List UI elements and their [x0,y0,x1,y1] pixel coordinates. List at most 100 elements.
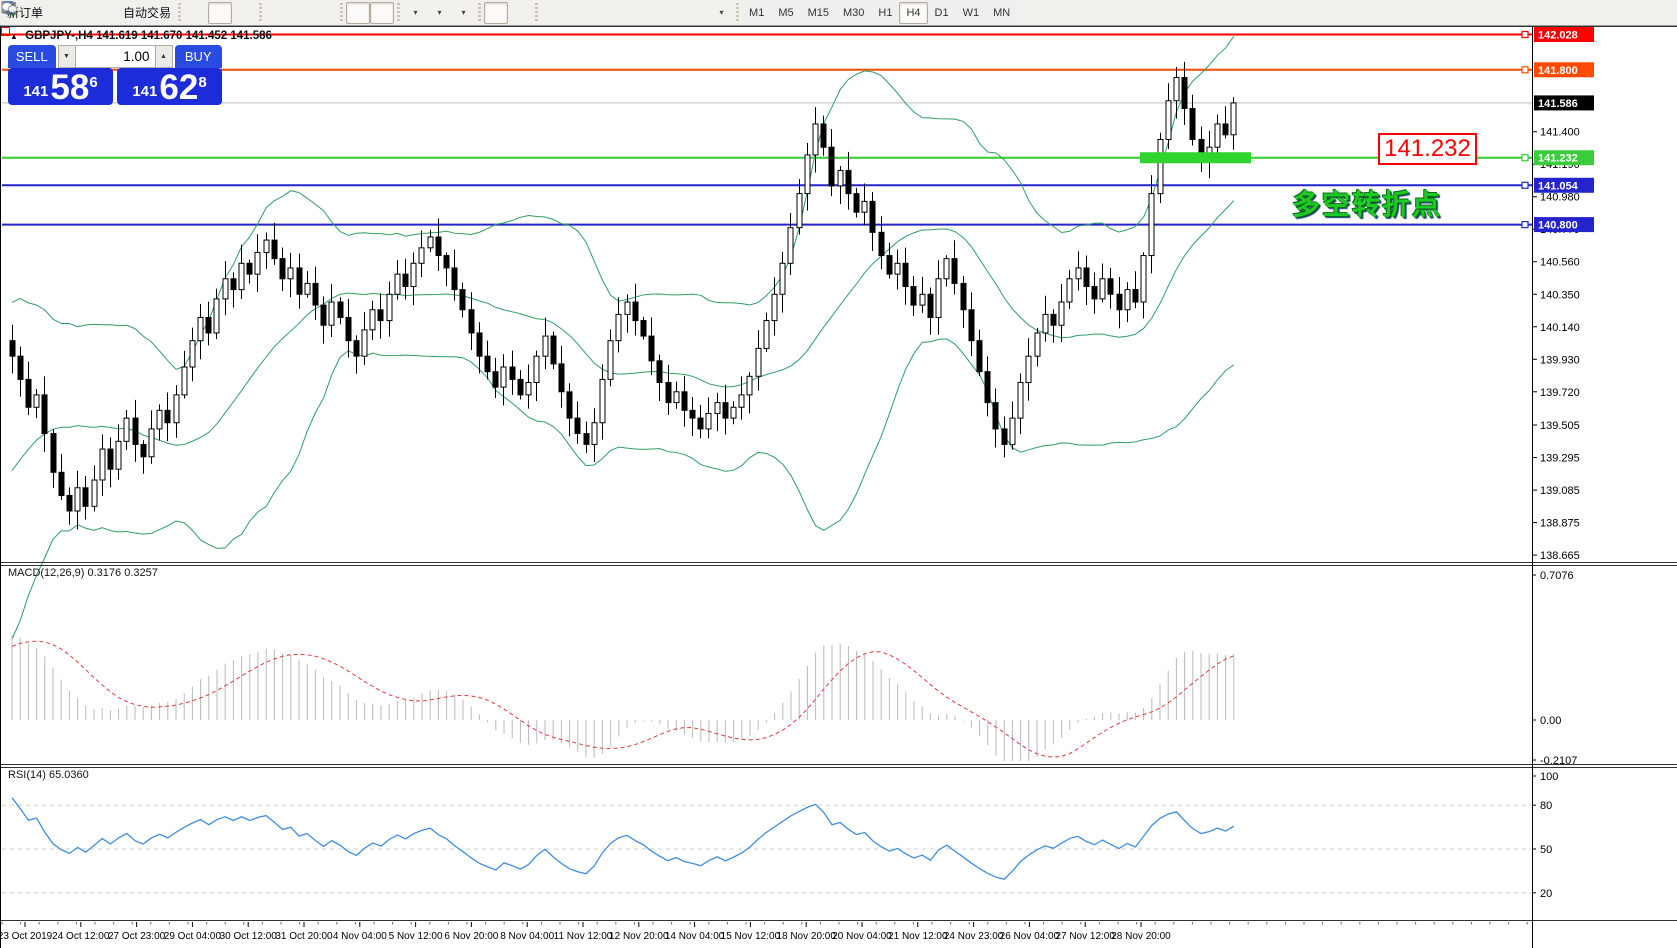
macd-indicator-label: MACD(12,26,9) 0.3176 0.3257 [8,567,158,579]
sell-price-button[interactable]: 141 58 6 [8,68,113,105]
price-level-label: 141.232 [1538,153,1578,165]
timeframe-w1-button[interactable]: W1 [955,1,987,24]
time-axis-label: 5 Nov 12:00 [389,931,443,942]
bollinger-middle [11,200,1235,472]
rsi-axis-label: 20 [1540,888,1552,900]
chat-icon [1,2,18,14]
price-level-label-bg [1534,95,1594,111]
volume-stepper: ▼ ▲ [57,45,173,68]
rsi-axis-label: 80 [1540,800,1552,812]
sell-price-pip: 6 [89,74,98,91]
line-anchor-marker [1521,154,1529,162]
rsi-axis[interactable]: 100 80 50 20 [1532,771,1558,900]
buy-price-prefix: 141 [132,83,158,100]
volume-input[interactable] [75,45,155,68]
time-axis-label: 8 Nov 04:00 [500,931,554,942]
time-axis-label: 20 Nov 04:00 [832,931,892,942]
buy-price-big: 62 [159,68,199,107]
dropdown-caret-icon: ▾ [437,8,442,17]
symbol-period-label: GBPJPY-,H4 [25,30,93,42]
time-axis-label: 12 Nov 20:00 [609,931,669,942]
ohlc-values: 141.619 141.670 141.452 141.586 [96,30,272,42]
chart-shift-button[interactable] [2,1,395,24]
time-axis-label: 27 Nov 12:00 [1055,931,1115,942]
volume-decrease-icon: ▼ [63,53,70,60]
chat-button[interactable] [1,2,1669,24]
rsi-axis-label: 100 [1540,771,1558,783]
time-axis-label: 27 Oct 23:00 [108,931,166,942]
line-anchor-marker [1521,181,1529,189]
collapse-icon[interactable]: ▲ [10,32,18,41]
macd-axis-label: 0.7076 [1540,570,1574,582]
line-end-markers [1521,30,1529,229]
cn-annotation-text[interactable]: 多空转折点 [1292,189,1443,220]
price-level-label: 140.800 [1538,220,1578,232]
buy-price-pip: 8 [198,74,207,91]
toolbar-separator [478,2,482,23]
time-axis-label: 24 Oct 12:00 [52,931,110,942]
price-level-label-bg [1534,150,1594,166]
timeframe-h4-button[interactable]: H4 [899,1,928,24]
timeframe-m1-button[interactable]: M1 [742,1,772,24]
time-axis-label: 15 Nov 12:00 [721,931,781,942]
toolbar-separator [397,2,401,23]
sell-price-prefix: 141 [23,83,49,100]
sell-button[interactable]: SELL [8,45,56,68]
line-anchor-marker [1521,66,1529,74]
timeframe-mn-button[interactable]: MN [986,1,1018,24]
price-tick-label: 138.665 [1540,550,1580,562]
panel-frames [0,26,1677,948]
horizontal-level-lines[interactable] [2,33,1532,226]
price-level-label-bg [1534,62,1594,78]
volume-decrease-button[interactable]: ▼ [57,45,76,68]
timeframe-d1-button[interactable]: D1 [927,1,956,24]
timeframe-h1-button[interactable]: H1 [871,1,900,24]
buy-price-button[interactable]: 141 62 8 [117,68,222,105]
price-level-label-bg [1534,177,1594,193]
price-tick-label: 139.505 [1540,420,1580,432]
main-chart-area[interactable] [2,28,1532,562]
macd-panel-area[interactable] [2,566,1532,763]
price-axis[interactable]: 141.400141.190140.980140.770140.560140.3… [1532,27,1594,562]
price-tick-label: 140.560 [1540,257,1580,269]
chart-corner-marker [1,27,10,36]
time-axis-label: 26 Nov 04:00 [1000,931,1060,942]
macd-axis[interactable]: 0.7076 0.00 -0.2107 [1532,570,1577,767]
sell-price-big: 58 [50,68,90,107]
buy-button[interactable]: BUY [174,45,222,68]
time-axis-label: 30 Oct 12:00 [220,931,278,942]
green-zone-highlight[interactable] [1140,152,1251,164]
dropdown-caret-icon: ▾ [461,8,466,17]
current-price: 141.586 [1538,98,1578,110]
timeframe-m15-button[interactable]: M15 [800,1,836,24]
time-axis-label: 14 Nov 04:00 [665,931,725,942]
price-tick-label: 139.295 [1540,453,1580,465]
rsi-panel-area[interactable] [2,768,1532,919]
time-axis-label: 21 Nov 12:00 [888,931,948,942]
price-level-label-bg [1534,27,1594,43]
bollinger-lower [11,338,1235,640]
toolbar-right-icons [1,1,1669,24]
macd-name: MACD(12,26,9) [8,567,85,579]
price-tick-label: 138.875 [1540,518,1580,530]
price-level-label: 141.054 [1538,180,1579,192]
timeframe-m5-button[interactable]: M5 [771,1,801,24]
chart-title: ▲ GBPJPY-,H4 141.619 141.670 141.452 141… [10,30,272,42]
rsi-line [11,797,1235,880]
trade-panel-price-row: 141 58 6 141 62 8 [8,68,222,105]
price-tick-label: 140.350 [1540,289,1580,301]
toolbar-separator [736,2,740,23]
rsi-axis-label: 50 [1540,844,1552,856]
timeframe-m30-button[interactable]: M30 [836,1,872,24]
macd-axis-label: 0.00 [1540,715,1561,727]
volume-increase-button[interactable]: ▲ [154,45,173,68]
price-tick-label: 139.930 [1540,354,1580,366]
rsi-value: 65.0360 [48,769,89,781]
trade-panel-header-row: SELL ▼ ▲ BUY [8,45,222,68]
price-annotation-box[interactable]: 141.232 [1378,133,1477,165]
time-axis-label: 31 Oct 20:00 [275,931,333,942]
